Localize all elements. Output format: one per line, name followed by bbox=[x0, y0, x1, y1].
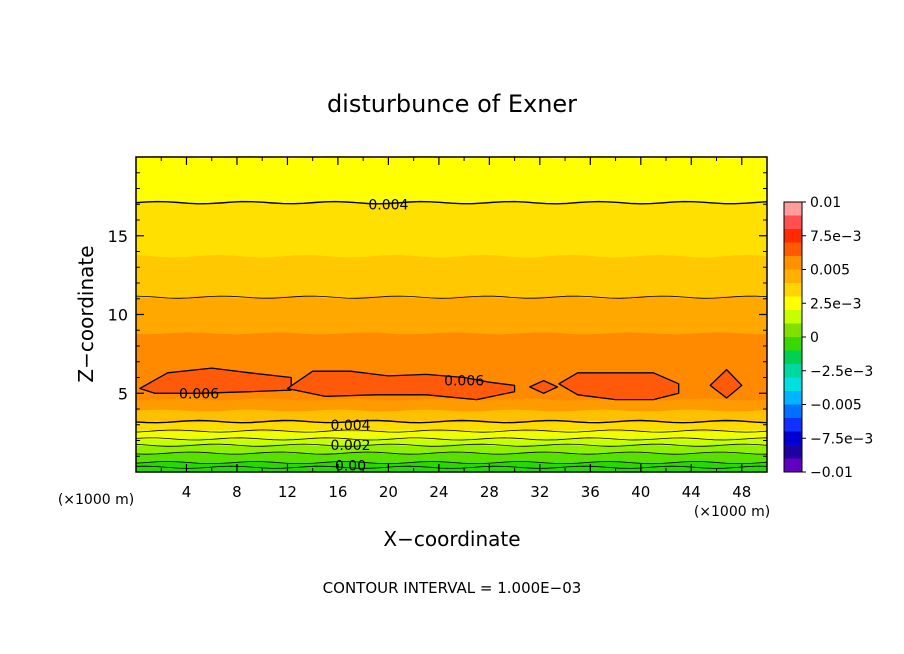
peak-contour-region bbox=[529, 379, 559, 394]
x-tick-label: 48 bbox=[732, 483, 751, 501]
colorbar-segment bbox=[784, 418, 802, 432]
y-axis-label: Z−coordinate bbox=[74, 245, 98, 382]
contour-line bbox=[135, 437, 768, 441]
contour-line bbox=[135, 419, 768, 424]
colorbar-segment bbox=[784, 391, 802, 405]
peak-contour-region bbox=[286, 370, 516, 401]
colorbar-segment bbox=[784, 215, 802, 230]
contour-line bbox=[135, 460, 768, 465]
colorbar-segment bbox=[784, 242, 802, 257]
contour-interval-footer: CONTOUR INTERVAL = 1.000E−03 bbox=[323, 579, 582, 597]
colorbar-segment bbox=[784, 256, 802, 270]
contour-line bbox=[135, 451, 768, 455]
x-tick-label: 40 bbox=[631, 483, 650, 501]
colorbar-segment bbox=[784, 269, 802, 284]
y-tick-label: 10 bbox=[108, 306, 128, 325]
contour-line bbox=[135, 443, 768, 447]
colorbar-segment bbox=[784, 323, 802, 338]
colorbar-segment bbox=[784, 377, 802, 392]
contour-line bbox=[135, 200, 768, 205]
y-tick-label: 5 bbox=[118, 384, 128, 403]
colorbar-segment bbox=[784, 229, 802, 243]
colorbar-segment bbox=[784, 202, 802, 216]
x-tick-label: 32 bbox=[530, 483, 549, 501]
x-tick-label: 16 bbox=[328, 483, 347, 501]
x-tick-label: 44 bbox=[682, 483, 701, 501]
colorbar-label: −2.5e−3 bbox=[810, 364, 873, 380]
y-unit-label: (×1000 m) bbox=[58, 492, 134, 508]
colorbar-segment bbox=[784, 364, 802, 378]
colorbar-segment bbox=[784, 431, 802, 446]
x-axis-label: X−coordinate bbox=[383, 527, 520, 551]
colorbar-label: 0 bbox=[810, 330, 819, 346]
contour-line bbox=[135, 429, 768, 433]
contour-band bbox=[136, 461, 767, 472]
contour-lines bbox=[135, 200, 768, 469]
colorbar-label: 7.5e−3 bbox=[810, 229, 862, 245]
colorbar-label: 2.5e−3 bbox=[810, 296, 862, 312]
colorbar-segment bbox=[784, 337, 802, 351]
x-tick-label: 24 bbox=[429, 483, 448, 501]
x-unit-label: (×1000 m) bbox=[694, 504, 770, 520]
contour-label: 0.002 bbox=[330, 438, 370, 454]
peak-contour-region bbox=[139, 367, 292, 394]
x-tick-label: 20 bbox=[379, 483, 398, 501]
colorbar-segment bbox=[784, 283, 802, 297]
y-axis-ticks: 5 10 15 bbox=[108, 172, 767, 457]
colorbar-label: −7.5e−3 bbox=[810, 431, 873, 447]
x-tick-label: 36 bbox=[581, 483, 600, 501]
x-tick-label: 28 bbox=[480, 483, 499, 501]
contour-label: 0.00 bbox=[335, 459, 366, 475]
contour-labels: 0.004 0.006 0.006 0.004 0.002 0.00 bbox=[179, 197, 484, 475]
colorbar-label: 0.005 bbox=[810, 263, 850, 279]
chart-title: disturbunce of Exner bbox=[327, 90, 577, 118]
colorbar-label: −0.005 bbox=[810, 398, 862, 414]
colorbar-label: −0.01 bbox=[810, 465, 853, 481]
contour-line bbox=[135, 295, 768, 299]
peak-contour-region bbox=[558, 372, 680, 401]
colorbar-segment bbox=[784, 350, 802, 365]
contour-label: 0.006 bbox=[444, 374, 484, 390]
colorbar-segment bbox=[784, 445, 802, 459]
colorbar-segment bbox=[784, 404, 802, 419]
colorbar-labels: 0.01 7.5e−3 0.005 2.5e−3 0 −2.5e−3 −0.005 −7.5e… bbox=[802, 195, 873, 481]
colorbar bbox=[783, 201, 803, 473]
colorbar-segment bbox=[784, 310, 802, 324]
x-tick-label: 8 bbox=[232, 483, 242, 501]
x-axis-ticks: 4 8 12 16 20 24 28 32 36 40 44 48 bbox=[160, 157, 751, 501]
contour-label: 0.006 bbox=[179, 386, 219, 402]
x-tick-label: 4 bbox=[182, 483, 192, 501]
contour-label: 0.004 bbox=[330, 418, 370, 434]
x-tick-label: 12 bbox=[278, 483, 297, 501]
colorbar-label: 0.01 bbox=[810, 195, 841, 211]
colorbar-segment bbox=[784, 458, 802, 473]
peak-contour-region bbox=[709, 368, 743, 399]
colorbar-segment bbox=[784, 296, 802, 311]
contour-label: 0.004 bbox=[368, 197, 408, 213]
peak-contour-regions bbox=[139, 367, 743, 401]
y-tick-label: 15 bbox=[108, 227, 128, 246]
contour-line bbox=[135, 465, 768, 469]
